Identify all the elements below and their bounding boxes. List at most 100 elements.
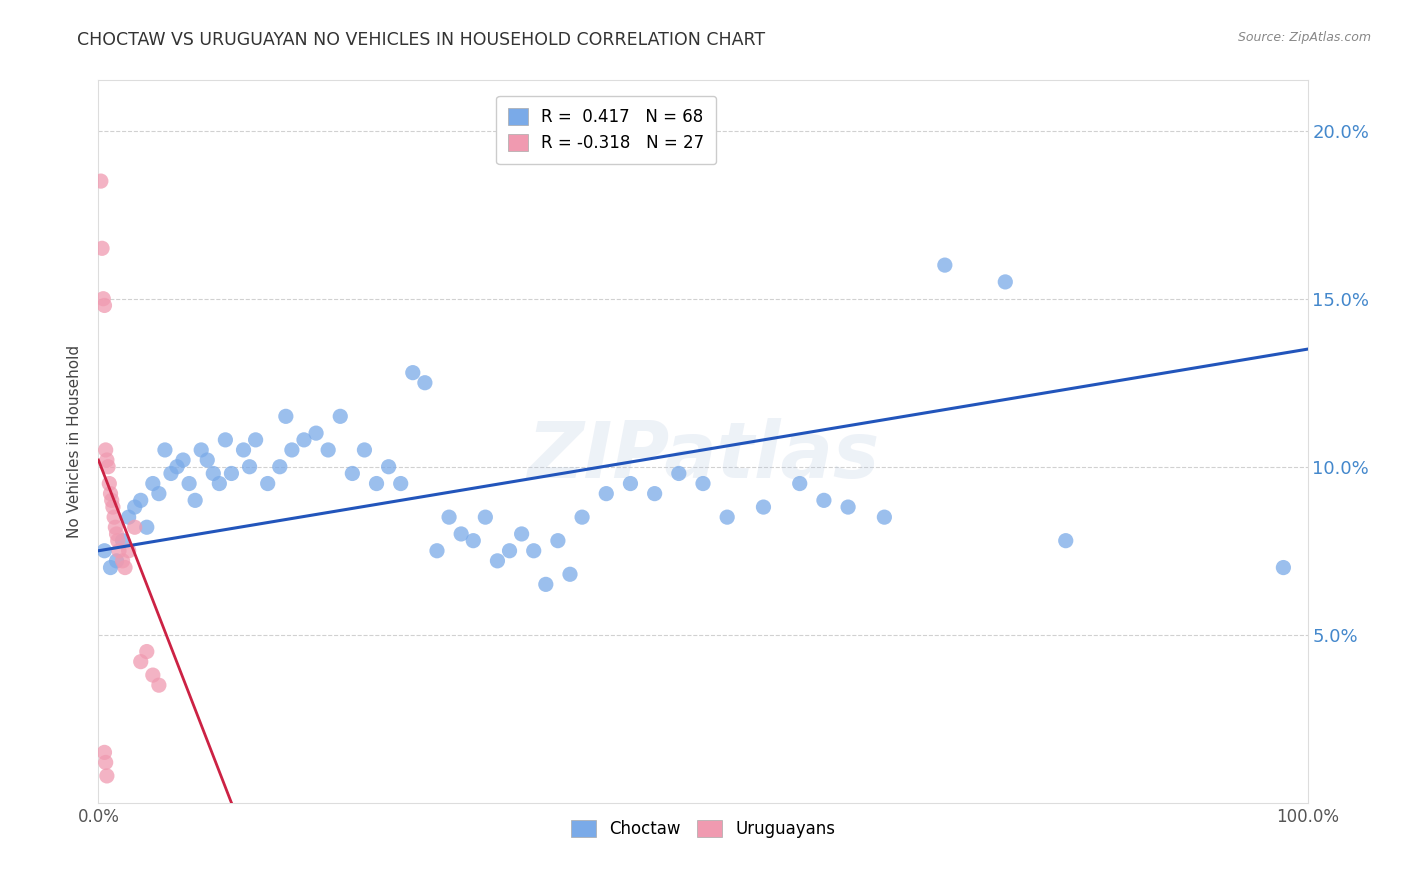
- Point: [1054, 533, 1077, 548]
- Point: [619, 476, 641, 491]
- Point: [148, 678, 170, 692]
- Point: [256, 476, 278, 491]
- Point: [202, 467, 225, 481]
- Point: [716, 510, 738, 524]
- Point: [571, 510, 593, 524]
- Point: [402, 366, 425, 380]
- Point: [534, 577, 557, 591]
- Point: [474, 510, 496, 524]
- Point: [1272, 560, 1295, 574]
- Point: [547, 533, 569, 548]
- Point: [232, 442, 254, 457]
- Point: [353, 442, 375, 457]
- Point: [96, 769, 118, 783]
- Point: [107, 533, 129, 548]
- Point: [101, 500, 124, 514]
- Point: [463, 533, 485, 548]
- Point: [103, 510, 125, 524]
- Point: [160, 467, 183, 481]
- Point: [135, 644, 157, 658]
- Point: [100, 560, 122, 574]
- Y-axis label: No Vehicles in Household: No Vehicles in Household: [67, 345, 83, 538]
- Point: [105, 554, 128, 568]
- Point: [111, 533, 134, 548]
- Point: [100, 493, 122, 508]
- Point: [668, 467, 690, 481]
- Point: [91, 241, 114, 255]
- Point: [179, 476, 201, 491]
- Point: [93, 543, 115, 558]
- Point: [510, 527, 533, 541]
- Point: [752, 500, 775, 514]
- Point: [426, 543, 449, 558]
- Point: [221, 467, 243, 481]
- Point: [91, 292, 114, 306]
- Point: [111, 554, 134, 568]
- Point: [172, 453, 194, 467]
- Point: [214, 433, 236, 447]
- Text: CHOCTAW VS URUGUAYAN NO VEHICLES IN HOUSEHOLD CORRELATION CHART: CHOCTAW VS URUGUAYAN NO VEHICLES IN HOUS…: [77, 31, 765, 49]
- Point: [97, 459, 120, 474]
- Point: [305, 426, 328, 441]
- Point: [994, 275, 1017, 289]
- Text: ZIPatlas: ZIPatlas: [527, 418, 879, 494]
- Point: [316, 442, 339, 457]
- Point: [595, 486, 617, 500]
- Point: [837, 500, 859, 514]
- Point: [105, 527, 128, 541]
- Point: [498, 543, 520, 558]
- Point: [94, 756, 117, 770]
- Point: [934, 258, 956, 272]
- Point: [129, 493, 152, 508]
- Legend: Choctaw, Uruguayans: Choctaw, Uruguayans: [564, 814, 842, 845]
- Point: [184, 493, 207, 508]
- Point: [129, 655, 152, 669]
- Point: [93, 298, 115, 312]
- Point: [124, 520, 146, 534]
- Point: [135, 520, 157, 534]
- Point: [239, 459, 262, 474]
- Point: [245, 433, 267, 447]
- Point: [558, 567, 581, 582]
- Point: [281, 442, 304, 457]
- Point: [274, 409, 297, 424]
- Point: [692, 476, 714, 491]
- Point: [437, 510, 460, 524]
- Point: [166, 459, 188, 474]
- Point: [96, 453, 118, 467]
- Point: [118, 543, 141, 558]
- Point: [142, 476, 165, 491]
- Point: [366, 476, 388, 491]
- Point: [523, 543, 546, 558]
- Point: [108, 543, 131, 558]
- Point: [100, 486, 122, 500]
- Point: [98, 476, 121, 491]
- Point: [104, 520, 127, 534]
- Point: [208, 476, 231, 491]
- Point: [148, 486, 170, 500]
- Point: [292, 433, 315, 447]
- Point: [269, 459, 291, 474]
- Point: [644, 486, 666, 500]
- Point: [90, 174, 112, 188]
- Point: [789, 476, 811, 491]
- Point: [93, 745, 115, 759]
- Point: [94, 442, 117, 457]
- Point: [142, 668, 165, 682]
- Point: [486, 554, 509, 568]
- Point: [413, 376, 436, 390]
- Point: [813, 493, 835, 508]
- Point: [114, 560, 136, 574]
- Point: [389, 476, 412, 491]
- Text: Source: ZipAtlas.com: Source: ZipAtlas.com: [1237, 31, 1371, 45]
- Point: [329, 409, 352, 424]
- Point: [873, 510, 896, 524]
- Point: [377, 459, 399, 474]
- Point: [190, 442, 212, 457]
- Point: [153, 442, 176, 457]
- Point: [124, 500, 146, 514]
- Point: [450, 527, 472, 541]
- Point: [195, 453, 218, 467]
- Point: [342, 467, 364, 481]
- Point: [118, 510, 141, 524]
